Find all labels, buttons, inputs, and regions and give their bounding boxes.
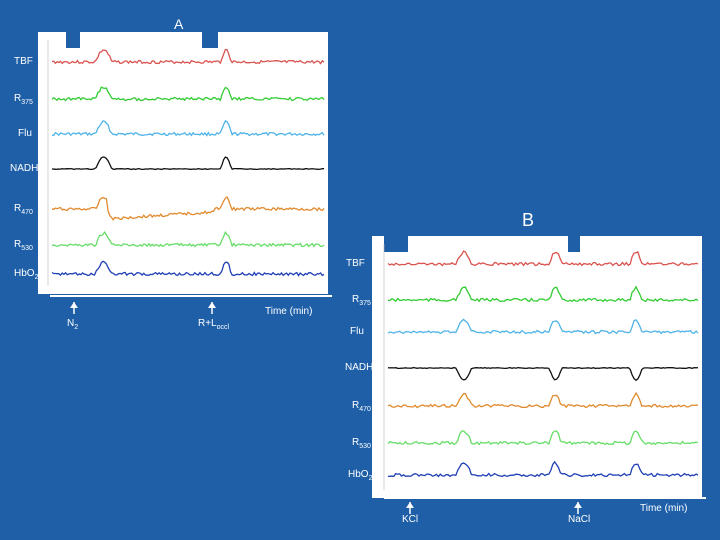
trace-hbo2	[51, 260, 325, 277]
trace-label-r530: R530	[14, 239, 33, 252]
trace-tbf	[387, 250, 699, 267]
trace-label-r530: R530	[352, 437, 371, 450]
trace-label-tbf: TBF	[346, 258, 365, 269]
event-label-1: NaCl	[568, 514, 591, 525]
trace-label-hbo2: HbO2	[14, 268, 39, 281]
trace-hbo2	[387, 460, 699, 478]
event-arrow-head-1	[208, 302, 216, 308]
trace-label-flu: Flu	[350, 326, 364, 337]
event-label-1: R+Loccl	[198, 318, 230, 331]
trace-label-r375: R375	[352, 294, 371, 307]
trace-r470	[51, 196, 325, 222]
trace-label-flu: Flu	[18, 128, 32, 139]
trace-label-r375: R375	[14, 93, 33, 106]
event-arrow-head-1	[574, 502, 582, 508]
x-axis-label: Time (min)	[640, 503, 688, 514]
trace-label-nadh: NADH	[10, 163, 39, 174]
trace-r530	[387, 430, 699, 446]
event-label-0: KCl	[402, 514, 419, 525]
trace-r530	[51, 230, 325, 248]
trace-label-tbf: TBF	[14, 56, 33, 67]
x-axis-label: Time (min)	[265, 306, 313, 317]
panel-b-plot-area	[372, 236, 702, 498]
trace-r375	[387, 285, 699, 303]
trace-flu	[51, 119, 325, 137]
trace-r375	[51, 86, 325, 102]
panel-a-plot-area	[38, 32, 328, 294]
panel-b-label: B	[522, 210, 535, 230]
trace-tbf	[51, 48, 325, 65]
panel-a-label: A	[174, 16, 184, 32]
event-marker-tab-0	[66, 30, 80, 48]
trace-flu	[387, 318, 699, 335]
event-arrow-head-0	[70, 302, 78, 308]
event-arrow-head-0	[406, 502, 414, 508]
event-marker-tab-0	[384, 234, 408, 252]
event-label-0: N2	[67, 318, 79, 331]
trace-nadh	[387, 366, 699, 382]
trace-label-r470: R470	[352, 400, 371, 413]
trace-r470	[387, 391, 699, 409]
trace-label-hbo2: HbO2	[348, 469, 373, 482]
event-marker-tab-1	[202, 30, 218, 48]
trace-label-r470: R470	[14, 203, 33, 216]
trace-label-nadh: NADH	[345, 362, 374, 373]
trace-nadh	[51, 156, 325, 171]
event-marker-tab-1	[568, 234, 580, 252]
